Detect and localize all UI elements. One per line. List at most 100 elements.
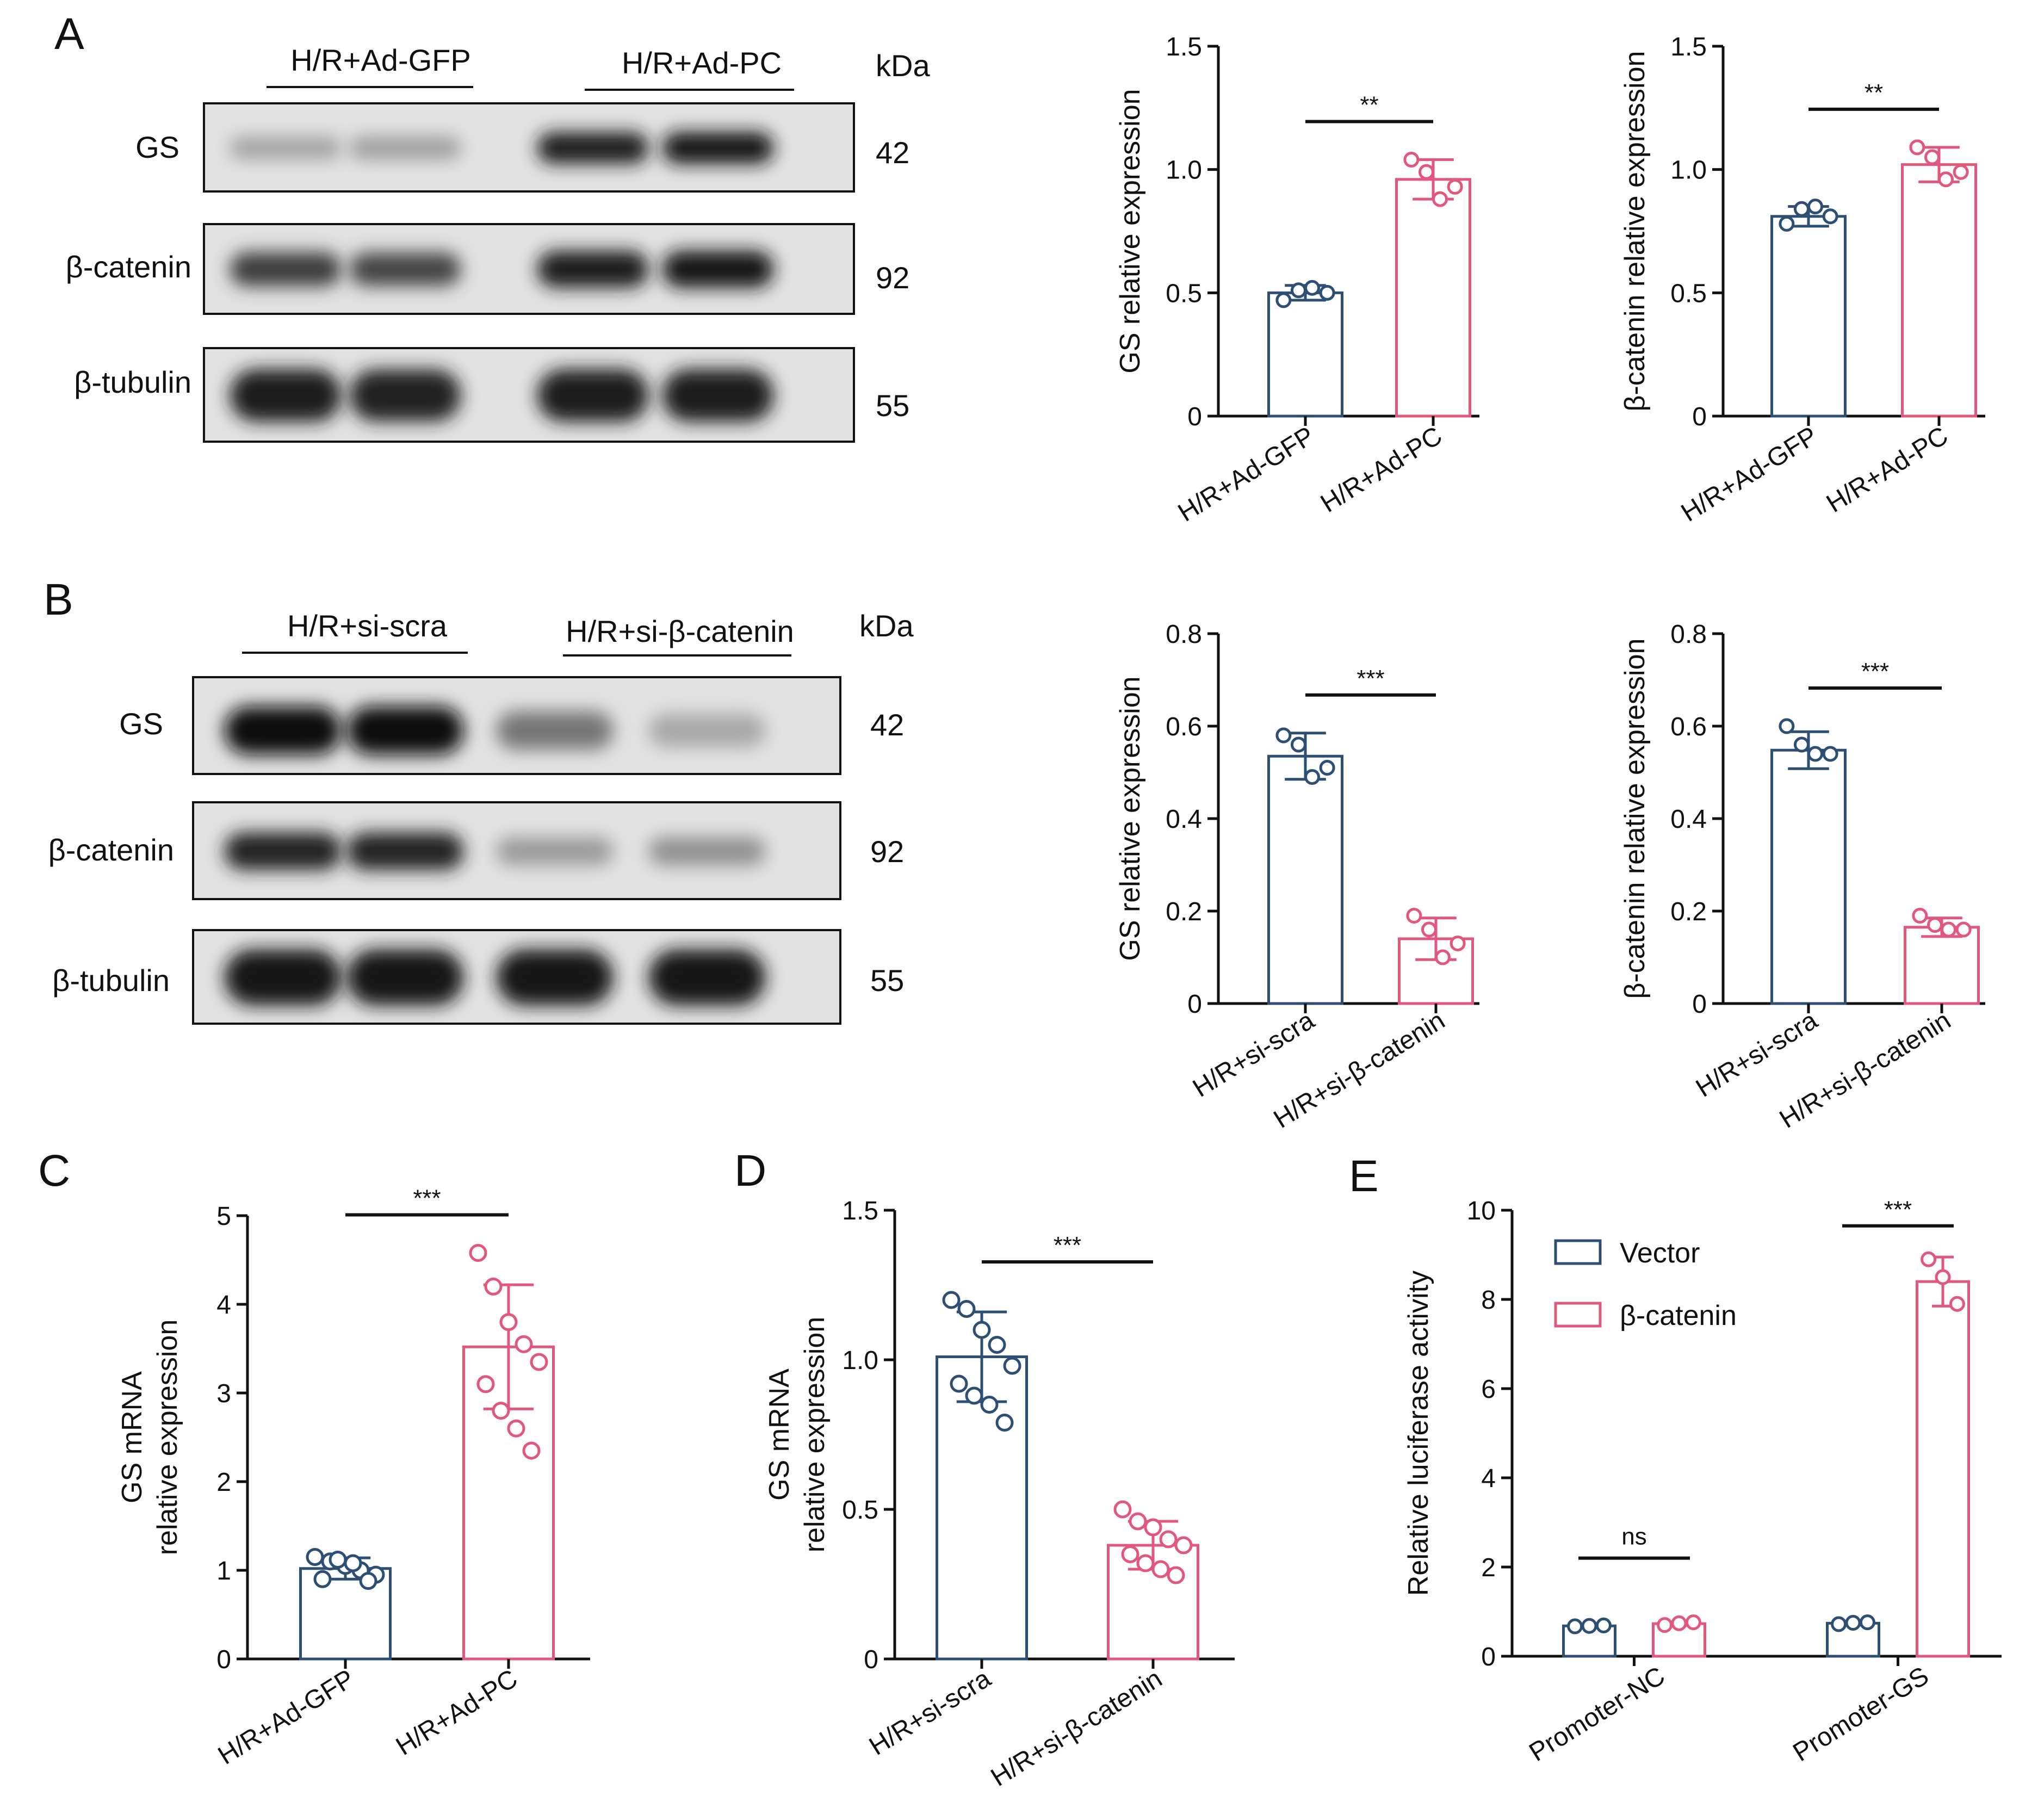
blot-b-row-2-kda: 92 bbox=[870, 834, 904, 869]
data-point bbox=[1435, 949, 1451, 965]
chart-b-gs-protein: 00.20.40.60.8H/R+si-scraH/R+si-β-catenin… bbox=[1114, 620, 1479, 1134]
bar-1 bbox=[1267, 754, 1343, 1005]
data-point bbox=[1938, 171, 1954, 188]
chart-e-luciferase: 0 2 4 6 8 10 Promoter-NC Promoter-GS ns *** Vector… bbox=[1403, 1197, 2002, 1767]
data-point bbox=[1953, 164, 1969, 180]
panel-letter-e: E bbox=[1349, 1151, 1379, 1201]
data-point bbox=[515, 1335, 533, 1353]
y-tick-label: 0.6 bbox=[1670, 713, 1707, 741]
blot-b-band bbox=[224, 706, 342, 755]
y-tick-label: 0.2 bbox=[1166, 897, 1202, 926]
data-point bbox=[1924, 149, 1940, 165]
category-label-2: H/R+Ad-PC bbox=[1316, 421, 1447, 518]
blot-a-band bbox=[349, 369, 461, 422]
data-point bbox=[1159, 1530, 1178, 1549]
data-point bbox=[1909, 139, 1925, 156]
blot-a-row-2-protein: β-catenin bbox=[66, 250, 191, 284]
category-label-1: H/R+si-scra bbox=[864, 1664, 996, 1761]
blot-a-row-1-protein: GS bbox=[135, 130, 179, 164]
y-axis-title-line-2: relative expression bbox=[799, 1317, 831, 1553]
y-tick-label: 0.8 bbox=[1166, 620, 1202, 649]
data-point bbox=[359, 1572, 377, 1590]
blot-b-band bbox=[224, 832, 342, 870]
blot-b-row-1-kda: 42 bbox=[870, 708, 904, 742]
bar-2 bbox=[1395, 178, 1471, 418]
data-point bbox=[1845, 1615, 1861, 1631]
data-point bbox=[995, 1414, 1014, 1432]
blot-b-kda-label: kDa bbox=[859, 609, 914, 643]
data-point bbox=[492, 1402, 510, 1420]
blot-a-band bbox=[230, 137, 342, 159]
data-point bbox=[1927, 917, 1943, 933]
data-point bbox=[1912, 908, 1928, 924]
y-tick-label: 0.5 bbox=[1166, 279, 1202, 308]
y-tick-label: 0.6 bbox=[1166, 713, 1202, 741]
category-label-1: H/R+si-scra bbox=[1691, 1006, 1823, 1103]
legend-label-2: β-catenin bbox=[1620, 1300, 1737, 1332]
data-point bbox=[1421, 921, 1437, 938]
chart-b-beta-catenin-protein: 00.20.40.60.8H/R+si-scraH/R+si-β-catenin… bbox=[1619, 620, 1985, 1134]
data-point bbox=[1793, 201, 1810, 217]
data-point bbox=[306, 1548, 324, 1566]
data-point bbox=[973, 1321, 991, 1339]
panel-letter-d: D bbox=[734, 1146, 766, 1196]
data-point bbox=[469, 1243, 487, 1262]
significance-label: ** bbox=[1865, 79, 1883, 106]
data-point bbox=[1822, 208, 1838, 225]
data-point bbox=[1831, 1616, 1847, 1632]
data-point bbox=[1290, 736, 1306, 753]
data-point bbox=[988, 1336, 1006, 1354]
y-tick-label: 0.5 bbox=[1670, 279, 1707, 308]
blot-b-row-2-protein: β-catenin bbox=[48, 833, 174, 867]
blot-a-band bbox=[349, 252, 461, 286]
blot-a-band bbox=[537, 251, 649, 288]
blot-a-band bbox=[662, 132, 774, 164]
category-label-2: Promoter-GS bbox=[1788, 1661, 1934, 1767]
significance-label: ** bbox=[1360, 92, 1378, 119]
blot-a-band bbox=[537, 369, 649, 422]
data-point bbox=[522, 1441, 541, 1460]
y-tick-label: 1.5 bbox=[842, 1197, 878, 1225]
y-tick-label: 1.0 bbox=[842, 1346, 878, 1375]
bar-2 bbox=[1901, 163, 1977, 418]
data-point bbox=[1581, 1618, 1597, 1634]
y-tick-label: 0 bbox=[864, 1645, 878, 1674]
blot-b-row-3-protein: β-tubulin bbox=[52, 963, 170, 998]
category-label-2: H/R+si-β-catenin bbox=[986, 1664, 1167, 1792]
y-axis-title-line-1: GS mRNA bbox=[116, 1371, 148, 1503]
y-tick-label: 2 bbox=[1481, 1553, 1496, 1582]
blot-b-row-3-kda: 55 bbox=[870, 963, 904, 998]
data-point bbox=[1319, 760, 1335, 776]
blot-b-band bbox=[648, 714, 766, 747]
blot-a-group-1-label: H/R+Ad-GFP bbox=[290, 43, 470, 77]
blot-b-band bbox=[496, 711, 614, 750]
y-axis-title-line-2: relative expression bbox=[152, 1320, 183, 1556]
y-tick-label: 8 bbox=[1481, 1286, 1496, 1315]
category-label-1: H/R+Ad-GFP bbox=[1676, 421, 1823, 527]
blot-a-kda-label: kDa bbox=[876, 48, 930, 83]
blot-b-band bbox=[346, 949, 464, 1006]
data-point bbox=[1822, 746, 1838, 762]
data-point bbox=[1167, 1566, 1185, 1584]
data-point bbox=[980, 1396, 999, 1414]
significance-label: *** bbox=[413, 1185, 441, 1211]
y-tick-label: 1.5 bbox=[1670, 33, 1707, 61]
blot-a-row-2-bands bbox=[230, 250, 774, 288]
y-tick-label: 0.4 bbox=[1670, 805, 1707, 834]
panel-letter-c: C bbox=[38, 1146, 70, 1196]
y-tick-label: 5 bbox=[216, 1202, 231, 1231]
category-label-1: H/R+Ad-GFP bbox=[213, 1664, 360, 1770]
data-point bbox=[1921, 1251, 1937, 1267]
blot-a-band bbox=[230, 252, 342, 287]
legend-swatch-2 bbox=[1554, 1302, 1602, 1328]
blot-b-group-1-label: H/R+si-scra bbox=[287, 609, 448, 643]
legend-swatch-1 bbox=[1554, 1239, 1602, 1265]
blot-a-row-3-protein: β-tubulin bbox=[74, 365, 191, 399]
y-tick-label: 4 bbox=[1481, 1464, 1496, 1493]
data-point bbox=[507, 1419, 525, 1438]
bar-1 bbox=[1770, 215, 1847, 418]
data-point bbox=[1793, 736, 1810, 753]
